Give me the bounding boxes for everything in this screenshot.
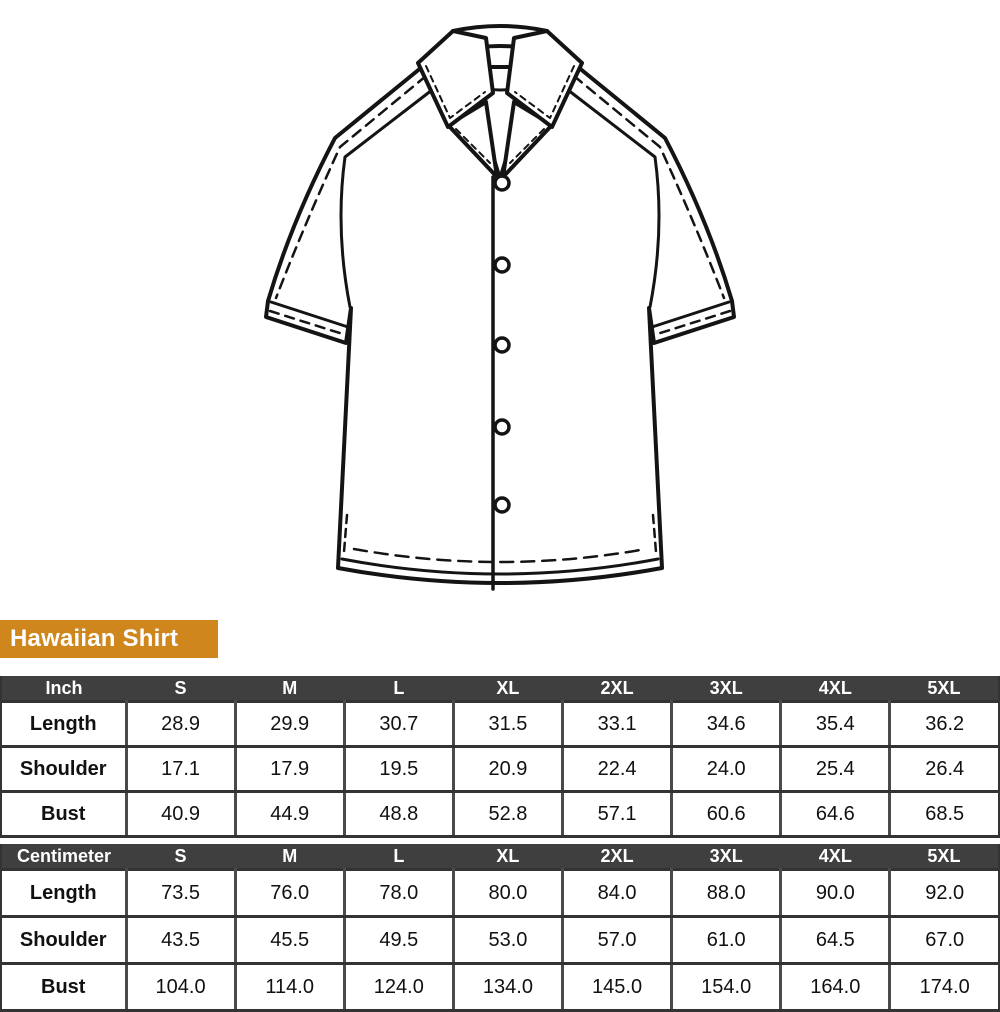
value-cell: 80.0 xyxy=(451,868,565,918)
value-cell: 49.5 xyxy=(342,915,455,965)
size-table-inch: Inch S M L XL 2XL 3XL 4XL 5XL Length 28.… xyxy=(0,676,1000,838)
table-row: Shoulder 43.5 45.5 49.5 53.0 57.0 61.0 6… xyxy=(1,915,999,965)
value-cell: 88.0 xyxy=(670,868,783,918)
right-collar xyxy=(505,29,584,129)
unit-header-cell: Inch xyxy=(1,676,126,702)
value-cell: 28.9 xyxy=(124,700,237,748)
table-row: Shoulder 17.1 17.9 19.5 20.9 22.4 24.0 2… xyxy=(1,745,999,793)
value-cell: 64.5 xyxy=(779,915,892,965)
table-row: Bust 40.9 44.9 48.8 52.8 57.1 60.6 64.6 … xyxy=(1,790,999,838)
size-header-cell: 2XL xyxy=(562,676,672,702)
value-cell: 17.9 xyxy=(233,745,346,793)
value-cell: 22.4 xyxy=(560,745,674,793)
product-title-badge: Hawaiian Shirt xyxy=(0,620,218,658)
row-label-cell: Bust xyxy=(1,790,128,838)
table-row: Bust 104.0 114.0 124.0 134.0 145.0 154.0… xyxy=(1,962,999,1012)
button xyxy=(493,174,511,192)
value-cell: 20.9 xyxy=(451,745,565,793)
value-cell: 60.6 xyxy=(670,790,783,838)
value-cell: 134.0 xyxy=(451,962,565,1012)
value-cell: 24.0 xyxy=(670,745,783,793)
value-cell: 61.0 xyxy=(670,915,783,965)
value-cell: 68.5 xyxy=(888,790,999,838)
value-cell: 25.4 xyxy=(779,745,892,793)
row-label-cell: Bust xyxy=(1,962,128,1012)
value-cell: 48.8 xyxy=(342,790,455,838)
size-header-cell: S xyxy=(126,844,236,870)
row-label-cell: Length xyxy=(1,700,128,748)
size-header-cell: L xyxy=(344,676,454,702)
value-cell: 34.6 xyxy=(670,700,783,748)
value-cell: 124.0 xyxy=(342,962,455,1012)
value-cell: 67.0 xyxy=(888,915,999,965)
value-cell: 164.0 xyxy=(779,962,892,1012)
value-cell: 114.0 xyxy=(233,962,346,1012)
button xyxy=(493,336,511,354)
value-cell: 57.0 xyxy=(560,915,674,965)
value-cell: 84.0 xyxy=(560,868,674,918)
value-cell: 19.5 xyxy=(342,745,455,793)
size-header-cell: XL xyxy=(453,844,563,870)
value-cell: 64.6 xyxy=(779,790,892,838)
value-cell: 92.0 xyxy=(888,868,999,918)
value-cell: 43.5 xyxy=(124,915,237,965)
value-cell: 45.5 xyxy=(233,915,346,965)
value-cell: 90.0 xyxy=(779,868,892,918)
size-header-cell: 5XL xyxy=(889,844,999,870)
header-row: Centimeter S M L XL 2XL 3XL 4XL 5XL xyxy=(1,844,999,870)
table-row: Length 28.9 29.9 30.7 31.5 33.1 34.6 35.… xyxy=(1,700,999,748)
size-header-cell: S xyxy=(126,676,236,702)
header-row: Inch S M L XL 2XL 3XL 4XL 5XL xyxy=(1,676,999,702)
value-cell: 53.0 xyxy=(451,915,565,965)
value-cell: 154.0 xyxy=(670,962,783,1012)
value-cell: 26.4 xyxy=(888,745,999,793)
value-cell: 17.1 xyxy=(124,745,237,793)
size-header-cell: XL xyxy=(453,676,563,702)
size-header-cell: 5XL xyxy=(889,676,999,702)
value-cell: 57.1 xyxy=(560,790,674,838)
size-header-cell: L xyxy=(344,844,454,870)
button xyxy=(493,418,511,436)
value-cell: 30.7 xyxy=(342,700,455,748)
button xyxy=(493,496,511,514)
row-label-cell: Shoulder xyxy=(1,915,128,965)
size-table-centimeter: Centimeter S M L XL 2XL 3XL 4XL 5XL Leng… xyxy=(0,844,1000,1012)
size-header-cell: M xyxy=(235,844,345,870)
size-header-cell: M xyxy=(235,676,345,702)
unit-header-cell: Centimeter xyxy=(1,844,126,870)
row-label-cell: Shoulder xyxy=(1,745,128,793)
value-cell: 44.9 xyxy=(233,790,346,838)
table-row: Length 73.5 76.0 78.0 80.0 84.0 88.0 90.… xyxy=(1,868,999,918)
value-cell: 31.5 xyxy=(451,700,565,748)
size-header-cell: 3XL xyxy=(671,844,781,870)
hawaiian-shirt-drawing xyxy=(264,24,736,591)
value-cell: 78.0 xyxy=(342,868,455,918)
value-cell: 76.0 xyxy=(233,868,346,918)
left-collar xyxy=(416,29,495,129)
value-cell: 40.9 xyxy=(124,790,237,838)
button xyxy=(493,256,511,274)
size-header-cell: 3XL xyxy=(671,676,781,702)
size-header-cell: 4XL xyxy=(780,844,890,870)
value-cell: 73.5 xyxy=(124,868,237,918)
shirt-illustration xyxy=(250,5,750,615)
size-header-cell: 2XL xyxy=(562,844,672,870)
size-header-cell: 4XL xyxy=(780,676,890,702)
value-cell: 145.0 xyxy=(560,962,674,1012)
row-label-cell: Length xyxy=(1,868,128,918)
shirt-body-outline xyxy=(264,65,736,585)
value-cell: 104.0 xyxy=(124,962,237,1012)
value-cell: 35.4 xyxy=(779,700,892,748)
value-cell: 33.1 xyxy=(560,700,674,748)
value-cell: 174.0 xyxy=(888,962,999,1012)
value-cell: 36.2 xyxy=(888,700,999,748)
value-cell: 52.8 xyxy=(451,790,565,838)
value-cell: 29.9 xyxy=(233,700,346,748)
